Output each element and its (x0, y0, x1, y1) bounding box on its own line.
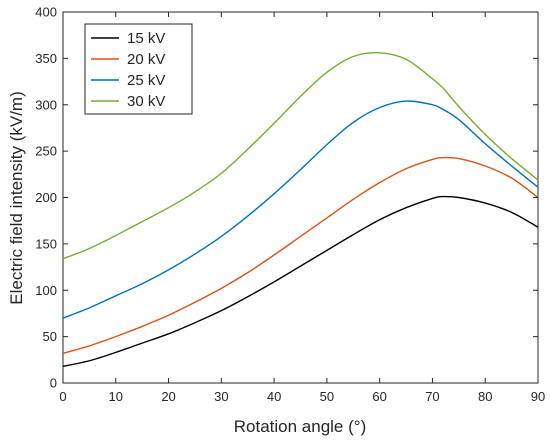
x-tick-label: 70 (425, 389, 439, 404)
y-tick-label: 400 (35, 5, 57, 20)
y-tick-label: 150 (35, 236, 57, 251)
legend-label: 30 kV (127, 93, 165, 110)
x-tick-label: 40 (267, 389, 281, 404)
series-line-15-kv (62, 195, 539, 367)
series-line-25-kv (62, 100, 539, 319)
series-line-20-kv (62, 156, 539, 354)
series-line-30-kv (62, 52, 539, 260)
y-tick-label: 200 (35, 190, 57, 205)
x-tick-label: 50 (320, 389, 334, 404)
legend-label: 25 kV (127, 72, 165, 89)
series-layer (62, 52, 539, 367)
axes-layer: 0 10 20 30 40 50 60 70 80 90 0 50 100 150 200 250 300 350… (35, 5, 545, 405)
x-axis-title: Rotation angle (°) (234, 417, 366, 436)
y-tick-label: 100 (35, 283, 57, 298)
legend-box (84, 23, 193, 115)
y-tick-label: 0 (50, 376, 57, 391)
legend-label: 15 kV (127, 30, 165, 47)
x-tick-label: 0 (59, 389, 66, 404)
x-tick-label: 80 (478, 389, 492, 404)
x-tick-label: 90 (531, 389, 545, 404)
y-tick-label: 300 (35, 97, 57, 112)
y-tick-label: 250 (35, 144, 57, 159)
x-tick-label: 20 (161, 389, 175, 404)
y-tick-label: 50 (43, 329, 57, 344)
x-tick-label: 30 (214, 389, 228, 404)
x-tick-label: 10 (109, 389, 123, 404)
y-axis-title: Electric field intensity (kV/m) (7, 91, 26, 305)
x-tick-label: 60 (372, 389, 386, 404)
legend-label: 20 kV (127, 51, 165, 68)
legend: 15 kV 20 kV 25 kV 30 kV (84, 23, 193, 115)
y-tick-label: 350 (35, 51, 57, 66)
